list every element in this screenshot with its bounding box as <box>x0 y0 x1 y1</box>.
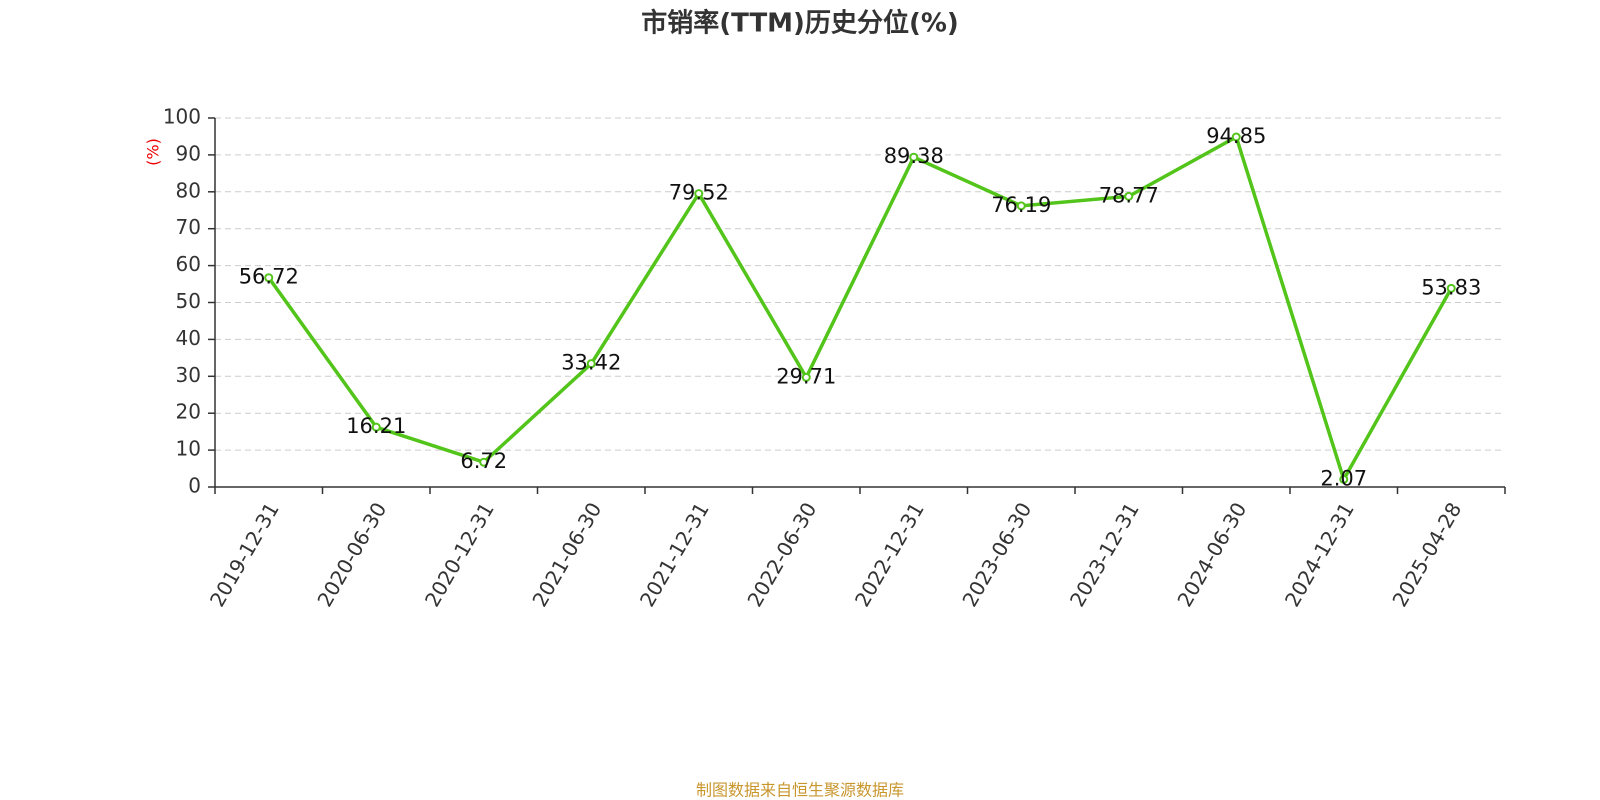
data-label: 89.38 <box>884 144 944 168</box>
y-tick-label: 50 <box>176 289 201 313</box>
y-tick-label: 70 <box>176 215 201 239</box>
source-note: 制图数据来自恒生聚源数据库 <box>696 781 904 800</box>
point <box>1446 283 1456 293</box>
point <box>371 422 381 432</box>
y-tick-label: 100 <box>163 105 201 129</box>
data-label: 79.52 <box>669 181 729 205</box>
point <box>1231 132 1241 142</box>
x-tick-label: 2020-06-30 <box>312 498 391 611</box>
data-label: 16.21 <box>346 414 406 438</box>
data-label: 94.85 <box>1206 124 1266 148</box>
point <box>264 273 274 283</box>
point <box>801 372 811 382</box>
y-tick-label: 60 <box>176 252 201 276</box>
x-tick-label: 2023-12-31 <box>1065 498 1144 611</box>
data-label: 33.42 <box>561 351 621 375</box>
y-tick-label: 80 <box>176 178 201 202</box>
data-label: 78.77 <box>1099 183 1159 207</box>
point <box>1339 474 1349 484</box>
data-label: 6.72 <box>460 449 507 473</box>
point <box>479 457 489 467</box>
chart-title: 市销率(TTM)历史分位(%) <box>641 8 959 39</box>
data-label: 56.72 <box>239 265 299 289</box>
y-tick-label: 40 <box>176 326 201 350</box>
data-label: 76.19 <box>991 193 1051 217</box>
y-tick-label: 20 <box>176 400 201 424</box>
y-tick-label: 90 <box>176 141 201 165</box>
x-tick-label: 2022-12-31 <box>850 498 929 611</box>
x-tick-label: 2024-12-31 <box>1280 498 1359 611</box>
x-tick-label: 2020-12-31 <box>420 498 499 611</box>
x-tick-label: 2019-12-31 <box>205 498 284 611</box>
x-tick-label: 2021-06-30 <box>527 498 606 611</box>
line <box>267 134 1453 484</box>
x-tick-label: 2024-06-30 <box>1172 498 1251 611</box>
x-tick-label: 2022-06-30 <box>742 498 821 611</box>
x-tick-label: 2023-06-30 <box>957 498 1036 611</box>
data-label: 2.07 <box>1320 466 1367 490</box>
y-tick-label: 0 <box>188 474 201 498</box>
x-tick-label: 2021-12-31 <box>635 498 714 611</box>
y-axis-label: (%) <box>144 138 163 166</box>
point <box>586 359 596 369</box>
point <box>694 189 704 199</box>
y-tick-label: 10 <box>176 437 201 461</box>
point <box>1124 191 1134 201</box>
data-label: 29.71 <box>776 364 836 388</box>
data-label: 53.83 <box>1421 275 1481 299</box>
point <box>909 152 919 162</box>
point <box>1016 201 1026 211</box>
y-tick-label: 30 <box>176 363 201 387</box>
x-tick-label: 2025-04-28 <box>1387 498 1466 611</box>
